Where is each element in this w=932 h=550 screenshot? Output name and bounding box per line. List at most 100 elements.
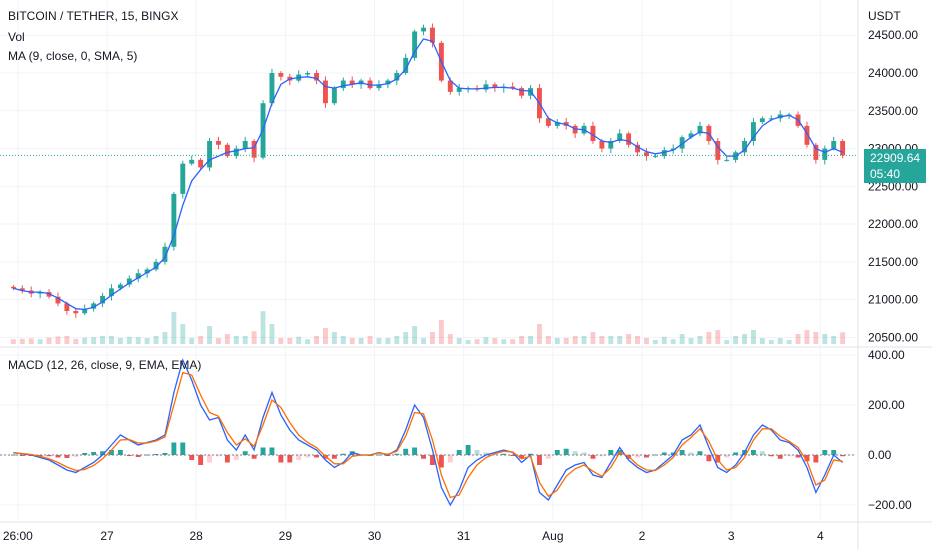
macd-histogram-bar xyxy=(608,450,614,455)
candle-body xyxy=(207,141,212,168)
macd-histogram-bar xyxy=(661,452,667,455)
candle-body xyxy=(224,144,230,157)
macd-histogram-bar xyxy=(269,447,275,455)
candle-body xyxy=(144,269,150,274)
candle-body xyxy=(652,156,658,158)
volume-bar xyxy=(100,336,105,344)
macd-tick-label: 200.00 xyxy=(868,398,905,412)
candle-body xyxy=(349,80,355,85)
macd-histogram-bar xyxy=(679,450,685,455)
candle-body xyxy=(305,73,311,75)
volume-bar xyxy=(323,328,328,344)
candle-body xyxy=(421,27,426,32)
candle-body xyxy=(742,141,747,153)
macd-histogram-bar xyxy=(412,447,418,455)
candle-body xyxy=(751,122,756,141)
bar-countdown: 05:40 xyxy=(870,167,901,181)
macd-line xyxy=(13,358,844,507)
candle-body xyxy=(19,288,25,291)
volume-bar xyxy=(10,339,16,344)
candle-body xyxy=(251,141,257,158)
volume-bar xyxy=(260,311,266,344)
volume-bar xyxy=(314,336,319,344)
macd-histogram-bar xyxy=(394,453,400,455)
volume-bar xyxy=(474,339,480,344)
price-tick-label: 23500.00 xyxy=(868,104,918,118)
candle-body xyxy=(617,133,623,141)
candle-body xyxy=(46,292,52,297)
volume-bar xyxy=(563,338,569,344)
macd-histogram-bar xyxy=(688,452,694,455)
time-tick-label: Aug xyxy=(542,529,563,543)
candle-body xyxy=(519,88,525,96)
candle-body xyxy=(510,86,516,89)
volume-bar xyxy=(768,340,774,344)
macd-axis: 400.00 200.00 0.00 −200.00 xyxy=(868,348,912,512)
volume-bar xyxy=(224,334,230,344)
volume-bar xyxy=(652,340,658,344)
macd-histogram-bar xyxy=(438,455,444,468)
macd-histogram-bar xyxy=(652,454,658,456)
macd-histogram-bar xyxy=(795,455,801,458)
macd-histogram-bar xyxy=(109,450,114,455)
macd-histogram-bar xyxy=(46,455,52,457)
macd-histogram-bar xyxy=(117,450,123,455)
volume-bar xyxy=(403,332,409,344)
macd-histogram-bar xyxy=(768,455,774,457)
candlestick-series xyxy=(10,23,846,318)
macd-histogram-bar xyxy=(171,442,177,455)
candle-body xyxy=(759,118,765,123)
macd-histogram-bar xyxy=(162,453,168,455)
candle-body xyxy=(82,308,88,314)
candle-body xyxy=(171,193,177,247)
volume-bar xyxy=(465,340,471,344)
price-tick-label: 21000.00 xyxy=(868,293,918,307)
volume-bar xyxy=(670,339,676,344)
macd-histogram-bar xyxy=(403,448,409,455)
volume-bar xyxy=(492,338,498,344)
macd-histogram-bar xyxy=(519,455,525,459)
candle-body xyxy=(278,73,284,77)
volume-bar xyxy=(528,336,533,344)
volume-bar xyxy=(144,338,150,344)
candle-body xyxy=(91,303,97,309)
candle-body xyxy=(697,125,703,134)
volume-bar xyxy=(644,338,649,344)
volume-bar xyxy=(430,332,435,344)
volume-bar xyxy=(804,330,810,344)
macd-histogram-bar xyxy=(278,455,284,463)
time-tick-label: 31 xyxy=(457,529,471,543)
volume-bar xyxy=(251,331,257,344)
macd-histogram-bar xyxy=(180,442,186,455)
macd-legend[interactable]: MACD (12, 26, close, 9, EMA, EMA) xyxy=(8,358,202,372)
volume-bar xyxy=(661,336,667,344)
candle-body xyxy=(162,246,168,262)
macd-histogram-bar xyxy=(251,455,257,459)
macd-histogram-bar xyxy=(19,455,25,456)
macd-histogram-bar xyxy=(314,455,319,458)
symbol-legend[interactable]: BITCOIN / TETHER, 15, BINGX xyxy=(8,9,179,23)
macd-histogram-bar xyxy=(590,455,596,459)
volume-bar xyxy=(64,336,70,344)
volume-legend[interactable]: Vol xyxy=(8,30,25,44)
candle-body xyxy=(554,122,560,126)
candle-body xyxy=(412,31,418,58)
candle-body xyxy=(242,141,248,149)
macd-histogram-bar xyxy=(100,451,105,455)
macd-histogram-bar xyxy=(724,455,730,458)
macd-histogram-bar xyxy=(421,455,426,459)
volume-bar xyxy=(626,334,632,344)
volume-bar xyxy=(599,336,605,344)
candle-body xyxy=(385,80,391,85)
volume-bar xyxy=(608,336,614,344)
macd-histogram-bar xyxy=(786,455,792,457)
volume-bar xyxy=(73,338,79,344)
volume-bar xyxy=(483,337,489,344)
ma-legend[interactable]: MA (9, close, 0, SMA, 5) xyxy=(8,49,138,63)
candle-body xyxy=(180,163,186,194)
macd-histogram-bar xyxy=(189,455,195,460)
time-tick-label: 3 xyxy=(728,529,735,543)
volume-bar xyxy=(358,338,364,344)
macd-histogram-bar xyxy=(554,450,560,455)
